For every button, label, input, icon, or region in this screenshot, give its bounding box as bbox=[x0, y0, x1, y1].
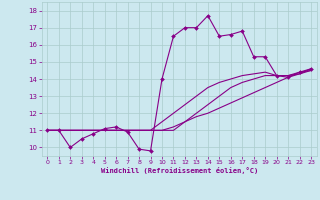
X-axis label: Windchill (Refroidissement éolien,°C): Windchill (Refroidissement éolien,°C) bbox=[100, 167, 258, 174]
